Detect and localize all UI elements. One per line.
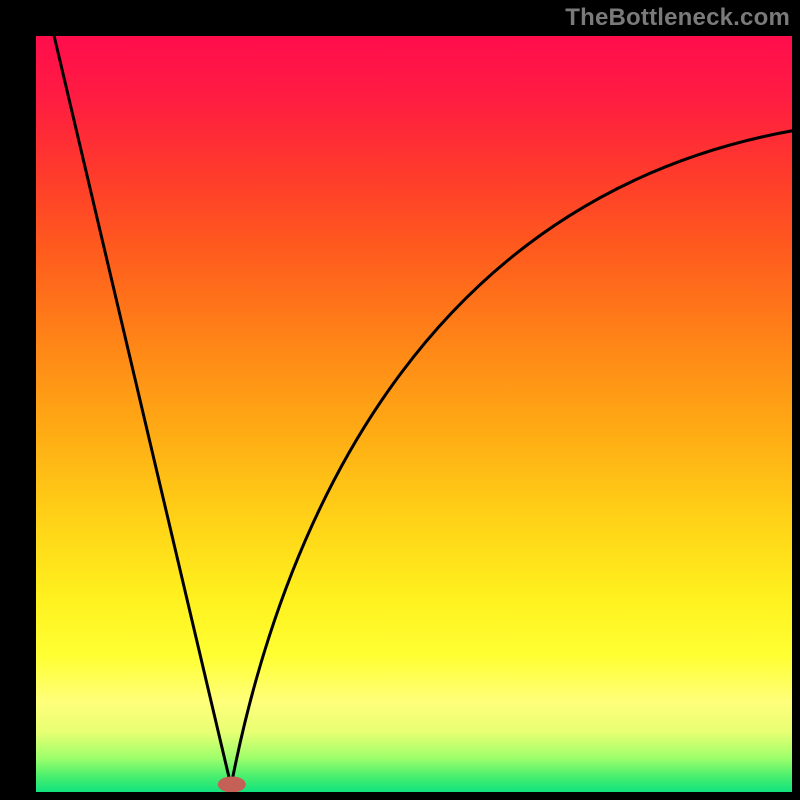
- min-marker: [218, 776, 246, 792]
- chart-stage: TheBottleneck.com: [0, 0, 800, 800]
- watermark-text: TheBottleneck.com: [565, 4, 790, 32]
- plot-panel: [36, 36, 792, 792]
- bottleneck-chart: [0, 0, 800, 800]
